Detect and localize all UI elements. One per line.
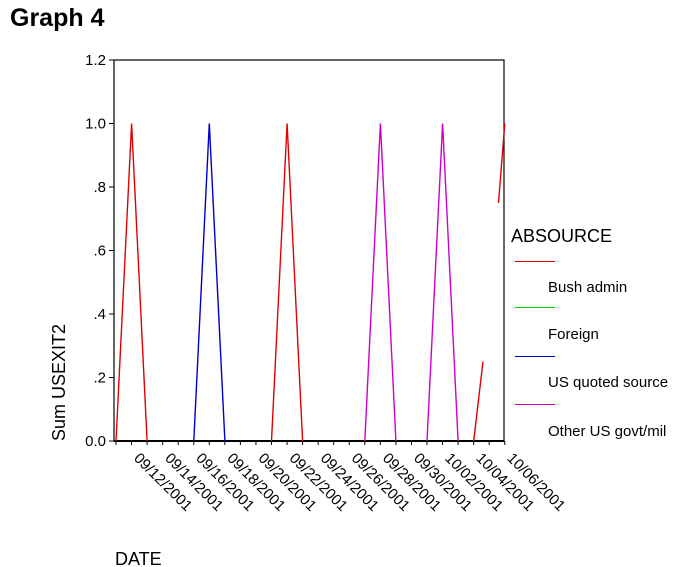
series-line-bush-admin bbox=[497, 123, 506, 203]
series-line-other-us-govt-mil bbox=[364, 123, 397, 442]
legend-title: ABSOURCE bbox=[511, 226, 613, 246]
page-title: Graph 4 bbox=[10, 4, 105, 32]
series-line-bush-admin bbox=[270, 123, 304, 442]
y-tick-label: .4 bbox=[93, 306, 106, 323]
legend-swatch bbox=[515, 261, 555, 262]
plot-frame bbox=[113, 59, 505, 442]
legend-label: Bush admin bbox=[548, 279, 628, 296]
series-line-us-quoted-source bbox=[193, 123, 226, 442]
y-tick-label: .6 bbox=[93, 243, 106, 260]
y-tick-label: 1.0 bbox=[85, 116, 106, 133]
y-tick-label: .2 bbox=[93, 370, 106, 387]
series-line-other-us-govt-mil bbox=[426, 123, 459, 442]
legend-swatch bbox=[515, 307, 555, 308]
legend-swatch bbox=[515, 404, 555, 405]
series-line-bush-admin bbox=[473, 361, 484, 442]
y-tick-label: 0.0 bbox=[85, 433, 106, 450]
legend-swatch bbox=[515, 356, 555, 357]
y-tick-label: .8 bbox=[93, 179, 106, 196]
x-axis-title: DATE bbox=[115, 549, 162, 567]
y-axis-title: Sum USEXIT2 bbox=[49, 324, 69, 441]
series-line-bush-admin bbox=[115, 123, 148, 442]
y-tick-label: 1.2 bbox=[85, 52, 106, 69]
legend-label: US quoted source bbox=[548, 374, 669, 391]
legend-label: Other US govt/mil bbox=[548, 423, 667, 440]
legend-label: Foreign bbox=[548, 326, 599, 343]
